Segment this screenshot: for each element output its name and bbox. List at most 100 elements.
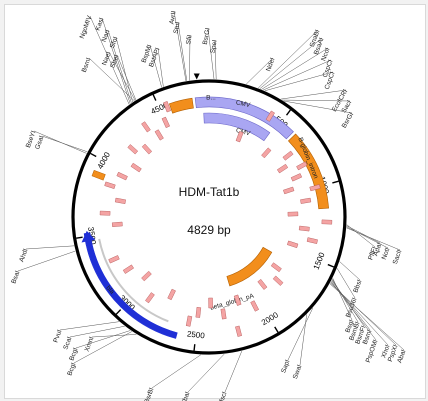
site-leader	[299, 314, 307, 366]
primer-box	[257, 278, 268, 290]
primer-box	[163, 101, 172, 113]
site-leader	[91, 334, 137, 338]
feature-label: beta_globin_pA	[209, 292, 255, 311]
restriction-site-label: ApaI	[372, 242, 383, 257]
primer-box	[287, 211, 299, 217]
restriction-site-label: AvrII	[168, 10, 177, 25]
primer-box	[261, 147, 272, 159]
site-leader	[336, 268, 356, 299]
restriction-site-label: PvuI	[52, 329, 63, 344]
primer-box	[298, 225, 310, 232]
site-leader	[75, 330, 131, 349]
primer-box	[235, 131, 244, 143]
site-leader	[177, 21, 188, 81]
tick-mark	[274, 326, 279, 333]
plasmid-name: HDM-Tat1b	[179, 185, 240, 199]
promoter-arrow	[194, 96, 294, 140]
restriction-site-label: BsgI	[344, 319, 355, 334]
tick-mark	[327, 263, 335, 268]
primer-box	[141, 143, 153, 155]
site-leader	[25, 245, 75, 250]
restriction-site-label: SwaI	[292, 364, 304, 380]
primer-box	[141, 270, 152, 282]
restriction-site-label: GsaI	[34, 135, 45, 151]
cds-arrow	[226, 246, 273, 287]
plasmid-length: 4829 bp	[187, 223, 231, 237]
restriction-site-label: PflFI	[367, 246, 378, 261]
primer-box	[300, 197, 312, 204]
tick-label: 2500	[186, 329, 205, 340]
site-leader	[187, 353, 225, 393]
site-leader	[346, 227, 401, 251]
restriction-site-label: BcgI	[68, 347, 79, 362]
primer-box	[161, 116, 170, 129]
tick-mark	[332, 180, 339, 184]
restriction-site-label: BcgI	[66, 362, 77, 377]
site-leader	[101, 17, 131, 104]
restriction-site-label: BsmI	[81, 57, 93, 74]
restriction-site-label: AhdI	[18, 248, 29, 263]
primer-box	[167, 288, 176, 301]
primer-box	[296, 161, 308, 171]
restriction-site-label: NarI	[101, 29, 112, 43]
restriction-site-label: XhoI	[380, 344, 391, 359]
restriction-site-label: StuI	[173, 21, 182, 34]
restriction-site-label: NdeI	[265, 57, 276, 73]
tick-mark	[76, 236, 83, 239]
site-leader	[280, 89, 347, 100]
primer-box	[195, 306, 202, 318]
site-leader	[330, 282, 397, 346]
primer-box	[111, 221, 123, 227]
primer-box	[108, 255, 120, 264]
primer-box	[127, 144, 139, 155]
site-leader	[108, 51, 136, 101]
primer-box	[276, 163, 289, 174]
restriction-site-label: KasI	[94, 17, 105, 32]
site-leader	[331, 279, 365, 327]
primer-box	[290, 173, 303, 182]
restriction-site-label: BsmI	[362, 329, 374, 346]
primer-box	[287, 240, 299, 249]
primer-box	[208, 297, 213, 309]
restriction-site-label: NotI	[381, 247, 392, 261]
site-leader	[283, 100, 353, 114]
tick-label: 4000	[96, 150, 113, 170]
site-leader	[246, 57, 274, 85]
site-leader	[88, 57, 135, 102]
primer-box	[220, 308, 227, 320]
restriction-site-label: MscI	[217, 391, 228, 401]
primer-box	[306, 237, 318, 244]
site-leader	[73, 331, 133, 364]
primer-box	[185, 315, 193, 327]
site-leader	[224, 350, 243, 393]
restriction-site-label: NcoI	[320, 47, 331, 62]
site-leader	[214, 39, 217, 80]
tick-mark	[193, 344, 196, 351]
restriction-site-label: BsrBI	[143, 387, 155, 401]
site-leader	[263, 59, 332, 91]
site-leader	[282, 99, 351, 102]
primer-box	[283, 186, 295, 195]
site-leader	[339, 261, 361, 281]
tick-mark	[152, 94, 157, 101]
primer-box	[116, 171, 128, 181]
site-leader	[346, 225, 381, 244]
tick-label: 1500	[312, 251, 327, 271]
restriction-site-label: SacII	[392, 249, 404, 266]
site-leader	[259, 37, 323, 89]
site-leader	[69, 325, 125, 338]
primer-box	[104, 181, 116, 189]
restriction-site-label: XmnI	[84, 336, 96, 353]
restriction-site-label: BsaI	[10, 270, 21, 285]
tick-label: 2000	[260, 310, 280, 327]
site-leader	[189, 34, 191, 81]
restriction-site-label: ScaI	[62, 336, 73, 351]
primer-box	[141, 121, 151, 133]
site-leader	[287, 307, 314, 361]
primer-box	[235, 325, 242, 337]
site-leader	[149, 44, 162, 88]
site-leader	[151, 354, 201, 389]
grey-arc	[98, 238, 169, 323]
